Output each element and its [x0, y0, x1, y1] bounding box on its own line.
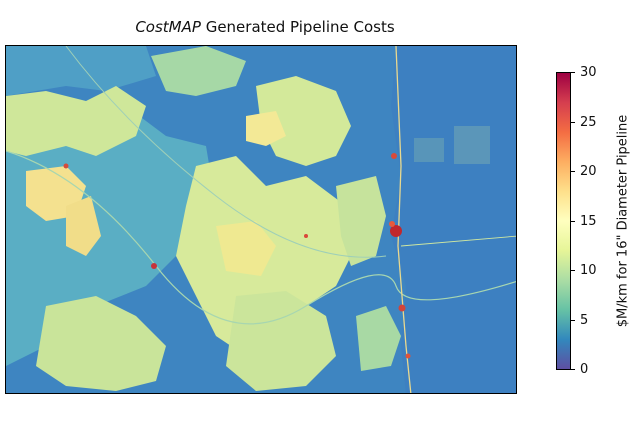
- urban-center-mountain: [304, 234, 308, 238]
- road-east: [400, 235, 516, 247]
- urban-center-denver-edge: [389, 221, 395, 227]
- title-italic-part: CostMAP: [135, 18, 201, 36]
- mountain-region-south: [226, 291, 336, 391]
- cost-map: [5, 45, 517, 394]
- urban-center-north: [391, 153, 397, 159]
- river-line-1: [6, 150, 516, 325]
- colorbar-ticklabel-15: 15: [580, 214, 597, 229]
- high-cost-patch-west-2: [66, 196, 101, 256]
- colorbar-tick-20: [571, 171, 575, 172]
- high-cost-patch-north: [246, 111, 286, 146]
- colorbar-tick-0: [571, 369, 575, 370]
- urban-center-denver: [390, 225, 402, 237]
- colorbar-tick-5: [571, 320, 575, 321]
- colorbar-ticklabel-0: 0: [580, 362, 589, 377]
- colorbar-tick-10: [571, 270, 575, 271]
- river-line-2: [65, 46, 387, 258]
- colorbar-ticklabel-5: 5: [580, 313, 589, 328]
- colorbar: [556, 72, 571, 370]
- front-range: [336, 176, 386, 266]
- northwest-region: [6, 46, 156, 96]
- highway-corridor: [395, 46, 412, 393]
- colorbar-tick-15: [571, 221, 575, 222]
- mountain-region-sw: [36, 296, 166, 391]
- colorbar-tick-30: [571, 72, 575, 73]
- mountain-region-nw: [6, 86, 146, 156]
- colorbar-tick-25: [571, 122, 575, 123]
- colorbar-ticklabel-10: 10: [580, 263, 597, 278]
- mountain-region-north-central: [256, 76, 351, 166]
- title-rest: Generated Pipeline Costs: [200, 18, 395, 36]
- urban-center-pueblo: [405, 353, 411, 359]
- foothills-south: [356, 306, 401, 371]
- colorbar-ticklabel-25: 25: [580, 115, 597, 130]
- cost-map-image: [6, 46, 516, 393]
- colorbar-ticklabel-30: 30: [580, 65, 597, 80]
- colorbar-label: $M/km for 16" Diameter Pipeline: [615, 114, 631, 328]
- urban-center-west: [151, 263, 157, 269]
- high-cost-patch-central: [216, 221, 276, 276]
- map-title: CostMAP Generated Pipeline Costs: [0, 18, 530, 36]
- mountain-region-n: [151, 46, 246, 96]
- eastern-plains: [391, 46, 516, 393]
- urban-center-south: [398, 304, 406, 312]
- colorbar-ticklabel-20: 20: [580, 164, 597, 179]
- urban-center-nw: [63, 163, 69, 169]
